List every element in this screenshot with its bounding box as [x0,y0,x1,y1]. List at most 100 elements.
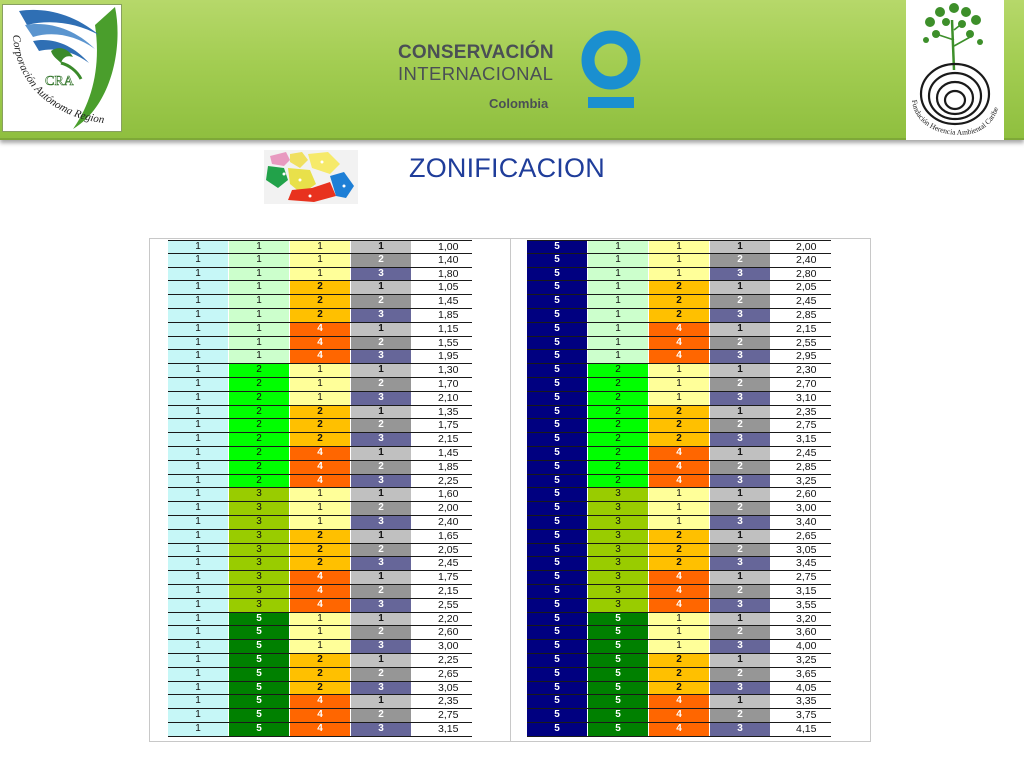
table-row: 1 2 4 2 1,85 [168,460,472,475]
zone-total-value: 1,60 [412,488,472,502]
zone-total-value: 2,55 [771,336,831,350]
zone-total-value: 1,30 [412,364,472,377]
zone-cell-b: 3 [588,571,649,584]
table-row: 5 2 4 2 2,85 [527,460,831,475]
zone-cell-a: 5 [527,681,588,695]
zone-cell-c: 1 [649,502,710,515]
zone-cell-a: 5 [527,474,588,488]
zone-cell-a: 1 [168,612,229,626]
zone-cell-c: 4 [649,722,710,736]
zone-cell-c: 2 [290,653,351,667]
zone-cell-d: 3 [351,474,412,488]
zone-cell-a: 5 [527,241,588,253]
zone-total-value: 2,55 [412,598,472,612]
zone-cell-b: 3 [588,502,649,515]
zone-total-value: 3,05 [412,681,472,695]
zone-cell-d: 2 [351,377,412,391]
table-row: 5 5 2 1 3,25 [527,653,831,668]
zone-total-value: 2,70 [771,377,831,391]
zone-cell-c: 1 [290,253,351,267]
zone-cell-b: 5 [588,626,649,640]
table-row: 1 1 1 1 1,00 [168,240,472,254]
table-row: 1 2 2 2 1,75 [168,419,472,434]
zone-cell-c: 1 [290,612,351,626]
cra-logo-icon: Corporación Autónoma Regional del Atlánt… [2,4,122,132]
zone-total-value: 4,00 [771,640,831,653]
zone-cell-c: 4 [290,709,351,722]
zone-cell-b: 2 [588,460,649,474]
zone-total-value: 3,45 [771,557,831,571]
zone-cell-b: 3 [588,584,649,598]
table-row: 1 1 1 3 1,80 [168,267,472,282]
zone-total-value: 2,15 [412,433,472,446]
zone-cell-d: 1 [351,571,412,584]
zone-cell-d: 1 [351,364,412,377]
zone-cell-d: 1 [351,405,412,419]
zone-cell-c: 1 [649,640,710,653]
zone-cell-c: 2 [649,529,710,543]
zone-cell-c: 2 [290,433,351,446]
zone-total-value: 1,05 [412,281,472,295]
zone-cell-d: 1 [351,612,412,626]
zone-cell-c: 1 [649,364,710,377]
zone-cell-a: 5 [527,433,588,446]
zone-cell-d: 1 [710,488,771,502]
zone-cell-b: 1 [588,322,649,336]
zone-cell-a: 1 [168,295,229,308]
zone-total-value: 2,40 [771,253,831,267]
zone-cell-a: 5 [527,308,588,322]
table-row: 1 1 2 1 1,05 [168,281,472,296]
table-row: 5 3 2 1 2,65 [527,529,831,544]
zone-total-value: 2,75 [771,419,831,433]
zone-cell-a: 5 [527,529,588,543]
table-row: 5 1 4 1 2,15 [527,322,831,337]
zone-cell-d: 3 [351,722,412,736]
table-row: 5 3 4 2 3,15 [527,584,831,599]
table-row: 1 2 2 1 1,35 [168,405,472,420]
zone-cell-a: 1 [168,350,229,364]
zone-cell-a: 5 [527,281,588,295]
zone-cell-c: 2 [290,543,351,557]
zone-total-value: 2,40 [412,515,472,529]
zone-cell-b: 1 [229,241,290,253]
zone-cell-c: 2 [649,543,710,557]
zone-cell-b: 1 [588,350,649,364]
zone-total-value: 2,20 [412,612,472,626]
zone-cell-a: 1 [168,474,229,488]
zone-cell-d: 2 [351,460,412,474]
zone-cell-c: 4 [649,695,710,709]
table-row: 1 1 4 3 1,95 [168,350,472,365]
zone-total-value: 2,75 [771,571,831,584]
zone-total-value: 1,75 [412,419,472,433]
zone-total-value: 2,35 [412,695,472,709]
zone-cell-c: 2 [290,405,351,419]
zone-total-value: 2,65 [412,667,472,681]
zone-cell-d: 3 [710,308,771,322]
zone-cell-c: 2 [649,405,710,419]
zone-cell-a: 5 [527,488,588,502]
zone-cell-a: 1 [168,391,229,405]
table-row: 5 1 4 3 2,95 [527,350,831,365]
zone-cell-b: 3 [588,598,649,612]
zone-cell-a: 5 [527,460,588,474]
zone-cell-a: 1 [168,584,229,598]
zone-cell-a: 5 [527,267,588,281]
zone-total-value: 2,45 [771,295,831,308]
zoning-map-icon [264,150,358,204]
zone-cell-b: 5 [229,640,290,653]
zone-cell-d: 1 [710,571,771,584]
table-row: 1 3 2 1 1,65 [168,529,472,544]
zone-total-value: 3,15 [771,584,831,598]
zone-cell-a: 5 [527,391,588,405]
zone-total-value: 2,85 [771,460,831,474]
zone-cell-c: 2 [290,529,351,543]
zone-cell-b: 1 [229,267,290,281]
zone-cell-a: 1 [168,377,229,391]
zone-cell-a: 1 [168,446,229,460]
zone-cell-b: 1 [229,336,290,350]
zone-cell-a: 5 [527,515,588,529]
ci-line2: INTERNACIONAL [398,63,554,84]
zone-cell-c: 4 [649,446,710,460]
zone-cell-b: 5 [588,681,649,695]
zone-cell-a: 5 [527,653,588,667]
